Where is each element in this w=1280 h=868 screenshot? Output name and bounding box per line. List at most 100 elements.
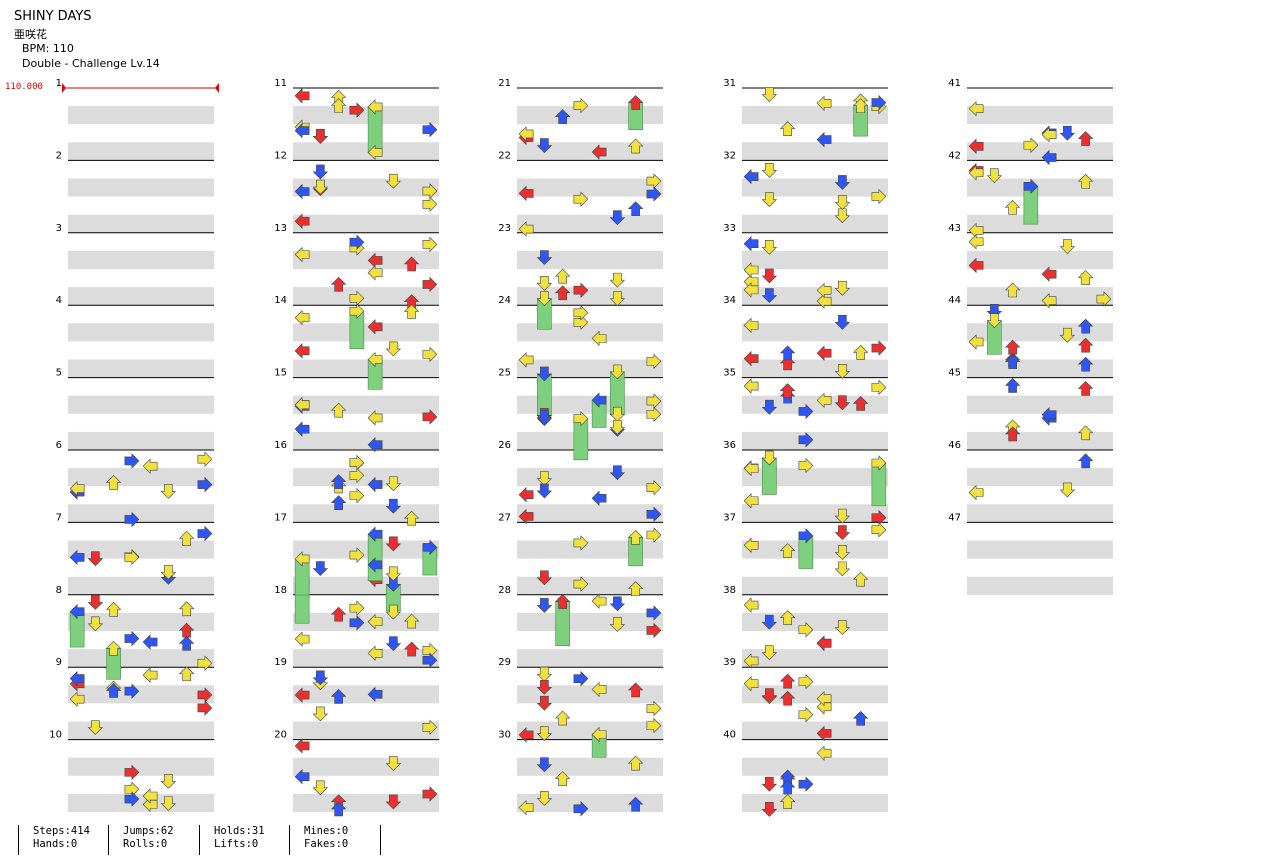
left-arrow-icon	[968, 257, 984, 274]
beat-stripe	[517, 504, 663, 523]
left-arrow-icon	[743, 493, 759, 509]
up-arrow-icon	[330, 495, 347, 510]
up-arrow-icon	[779, 383, 796, 399]
left-arrow-icon	[816, 690, 832, 707]
left-arrow-icon	[743, 378, 759, 394]
left-arrow-icon	[367, 265, 383, 281]
down-arrow-icon	[160, 564, 177, 580]
right-arrow-icon	[646, 700, 662, 717]
measure-4: 4	[56, 295, 214, 378]
up-arrow-icon	[1004, 426, 1021, 442]
right-arrow-icon	[422, 121, 438, 138]
left-arrow-icon	[142, 634, 158, 650]
measure-number: 41	[948, 78, 961, 89]
up-arrow-icon	[627, 796, 644, 812]
beat-stripe	[68, 721, 214, 740]
right-arrow-icon	[646, 406, 662, 423]
left-arrow-icon	[518, 486, 534, 503]
measure-number: 22	[498, 150, 511, 161]
measure-number: 12	[274, 150, 287, 161]
left-arrow-icon	[743, 282, 759, 298]
left-arrow-icon	[294, 213, 310, 229]
down-arrow-icon	[609, 596, 626, 612]
beat-stripe	[68, 142, 214, 161]
up-arrow-icon	[105, 601, 122, 617]
beat-stripe	[68, 178, 214, 197]
right-arrow-icon	[871, 522, 887, 538]
measure-number: 2	[56, 150, 62, 161]
down-arrow-icon	[834, 315, 851, 330]
left-arrow-icon	[591, 330, 607, 347]
up-arrow-icon	[779, 673, 796, 689]
measure-20: 20	[274, 730, 439, 812]
left-arrow-icon	[367, 436, 383, 453]
left-arrow-icon	[142, 667, 158, 683]
up-arrow-icon	[178, 601, 195, 617]
beat-stripe	[742, 612, 888, 631]
right-arrow-icon	[197, 451, 213, 467]
right-arrow-icon	[422, 786, 438, 802]
right-arrow-icon	[422, 652, 438, 668]
measure-30: 30	[498, 730, 663, 812]
beat-stripe	[293, 504, 439, 523]
up-arrow-icon	[1077, 356, 1094, 372]
measure-number: 14	[274, 295, 287, 306]
up-arrow-icon	[1077, 337, 1094, 353]
down-arrow-icon	[87, 720, 104, 735]
beat-stripe	[293, 142, 439, 161]
down-arrow-icon	[609, 291, 626, 307]
right-arrow-icon	[573, 535, 589, 551]
right-arrow-icon	[197, 700, 213, 716]
measure-number: 9	[56, 657, 62, 668]
up-arrow-icon	[852, 396, 869, 411]
right-arrow-icon	[197, 525, 213, 542]
left-arrow-icon	[294, 631, 310, 647]
right-arrow-icon	[422, 276, 438, 293]
left-arrow-icon	[816, 745, 832, 761]
beat-stripe	[293, 395, 439, 414]
down-arrow-icon	[609, 272, 626, 288]
beat-stripe	[967, 576, 1113, 595]
measure-18: 18	[274, 585, 439, 668]
up-arrow-icon	[403, 303, 420, 319]
down-arrow-icon	[536, 666, 553, 682]
measure-11: 11	[274, 78, 439, 161]
right-arrow-icon	[573, 191, 589, 207]
left-arrow-icon	[518, 126, 534, 142]
beat-stripe	[293, 793, 439, 812]
left-arrow-icon	[367, 526, 383, 542]
beat-stripe	[293, 178, 439, 197]
beat-stripe	[742, 540, 888, 559]
measure-35: 35	[723, 368, 888, 450]
left-arrow-icon	[1041, 149, 1057, 166]
beat-stripe	[517, 323, 663, 342]
right-arrow-icon	[573, 576, 589, 592]
left-arrow-icon	[294, 122, 310, 139]
down-arrow-icon	[160, 796, 177, 811]
left-arrow-icon	[591, 392, 607, 408]
beat-stripe	[293, 576, 439, 595]
up-arrow-icon	[403, 641, 420, 657]
measure-number: 36	[723, 440, 736, 451]
left-arrow-icon	[294, 343, 310, 359]
beat-stripe	[517, 287, 663, 306]
beat-stripe	[742, 431, 888, 450]
measure-21: 21	[498, 78, 663, 161]
right-arrow-icon	[1023, 137, 1039, 153]
stats-col-steps: Steps:414 Hands:0	[18, 825, 108, 855]
up-arrow-icon	[1077, 173, 1094, 189]
beat-stripe	[967, 395, 1113, 414]
right-arrow-icon	[1096, 291, 1112, 307]
measure-number: 39	[723, 657, 736, 668]
down-arrow-icon	[536, 250, 553, 266]
measure-number: 38	[723, 585, 736, 596]
down-arrow-icon	[536, 483, 553, 499]
down-arrow-icon	[834, 561, 851, 577]
down-arrow-icon	[761, 614, 778, 630]
beat-stripe	[967, 504, 1113, 523]
up-arrow-icon	[105, 475, 122, 490]
left-arrow-icon	[816, 345, 832, 361]
up-arrow-icon	[178, 530, 195, 546]
up-arrow-icon	[779, 794, 796, 809]
left-arrow-icon	[816, 725, 832, 742]
